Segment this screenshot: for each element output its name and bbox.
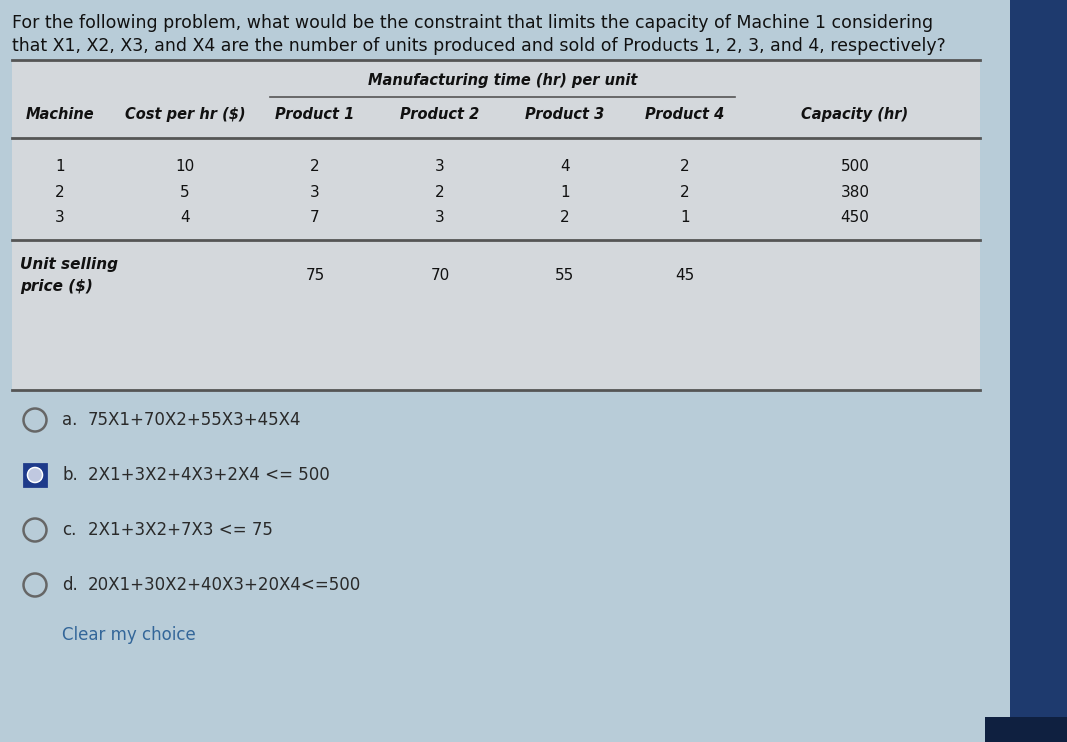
Bar xyxy=(23,464,46,486)
Text: For the following problem, what would be the constraint that limits the capacity: For the following problem, what would be… xyxy=(12,14,934,32)
Text: 2: 2 xyxy=(560,211,570,226)
Text: 20X1+30X2+40X3+20X4<=500: 20X1+30X2+40X3+20X4<=500 xyxy=(87,576,362,594)
Text: Machine: Machine xyxy=(26,107,94,122)
Text: a.: a. xyxy=(62,411,78,429)
Text: Product 1: Product 1 xyxy=(275,107,354,122)
Text: Cost per hr ($): Cost per hr ($) xyxy=(125,107,245,122)
Text: 2X1+3X2+4X3+2X4 <= 500: 2X1+3X2+4X3+2X4 <= 500 xyxy=(87,466,330,484)
Text: 3: 3 xyxy=(435,211,445,226)
Text: 45: 45 xyxy=(675,268,695,283)
Text: 4: 4 xyxy=(560,159,570,174)
Text: 75X1+70X2+55X3+45X4: 75X1+70X2+55X3+45X4 xyxy=(87,411,302,429)
Bar xyxy=(12,60,980,390)
Text: 3: 3 xyxy=(435,159,445,174)
Text: 10: 10 xyxy=(175,159,194,174)
Text: 2: 2 xyxy=(680,159,689,174)
Text: Product 4: Product 4 xyxy=(646,107,724,122)
Text: Capacity (hr): Capacity (hr) xyxy=(801,107,909,122)
Text: price ($): price ($) xyxy=(20,278,93,294)
Text: 5: 5 xyxy=(180,185,190,200)
Text: 70: 70 xyxy=(430,268,449,283)
Text: 7: 7 xyxy=(310,211,320,226)
Text: 55: 55 xyxy=(556,268,575,283)
Text: c.: c. xyxy=(62,521,77,539)
Text: 75: 75 xyxy=(305,268,324,283)
Text: 2: 2 xyxy=(435,185,445,200)
Text: 1: 1 xyxy=(680,211,689,226)
Text: 380: 380 xyxy=(841,185,870,200)
Text: Manufacturing time (hr) per unit: Manufacturing time (hr) per unit xyxy=(368,73,637,88)
Text: d.: d. xyxy=(62,576,78,594)
Text: 2: 2 xyxy=(680,185,689,200)
Text: 2: 2 xyxy=(55,185,65,200)
Text: 1: 1 xyxy=(560,185,570,200)
Text: 4: 4 xyxy=(180,211,190,226)
Text: that X1, X2, X3, and X4 are the number of units produced and sold of Products 1,: that X1, X2, X3, and X4 are the number o… xyxy=(12,37,945,55)
Text: Product 3: Product 3 xyxy=(525,107,605,122)
Text: 3: 3 xyxy=(310,185,320,200)
Text: 2: 2 xyxy=(310,159,320,174)
Text: 3: 3 xyxy=(55,211,65,226)
Text: Clear my choice: Clear my choice xyxy=(62,626,195,644)
Text: 2X1+3X2+7X3 <= 75: 2X1+3X2+7X3 <= 75 xyxy=(87,521,273,539)
Bar xyxy=(1010,0,1067,720)
Bar xyxy=(985,717,1067,742)
Text: b.: b. xyxy=(62,466,78,484)
Text: 500: 500 xyxy=(841,159,870,174)
Circle shape xyxy=(28,467,43,482)
Text: Product 2: Product 2 xyxy=(400,107,480,122)
Text: 450: 450 xyxy=(841,211,870,226)
Text: Unit selling: Unit selling xyxy=(20,257,118,272)
Text: 1: 1 xyxy=(55,159,65,174)
